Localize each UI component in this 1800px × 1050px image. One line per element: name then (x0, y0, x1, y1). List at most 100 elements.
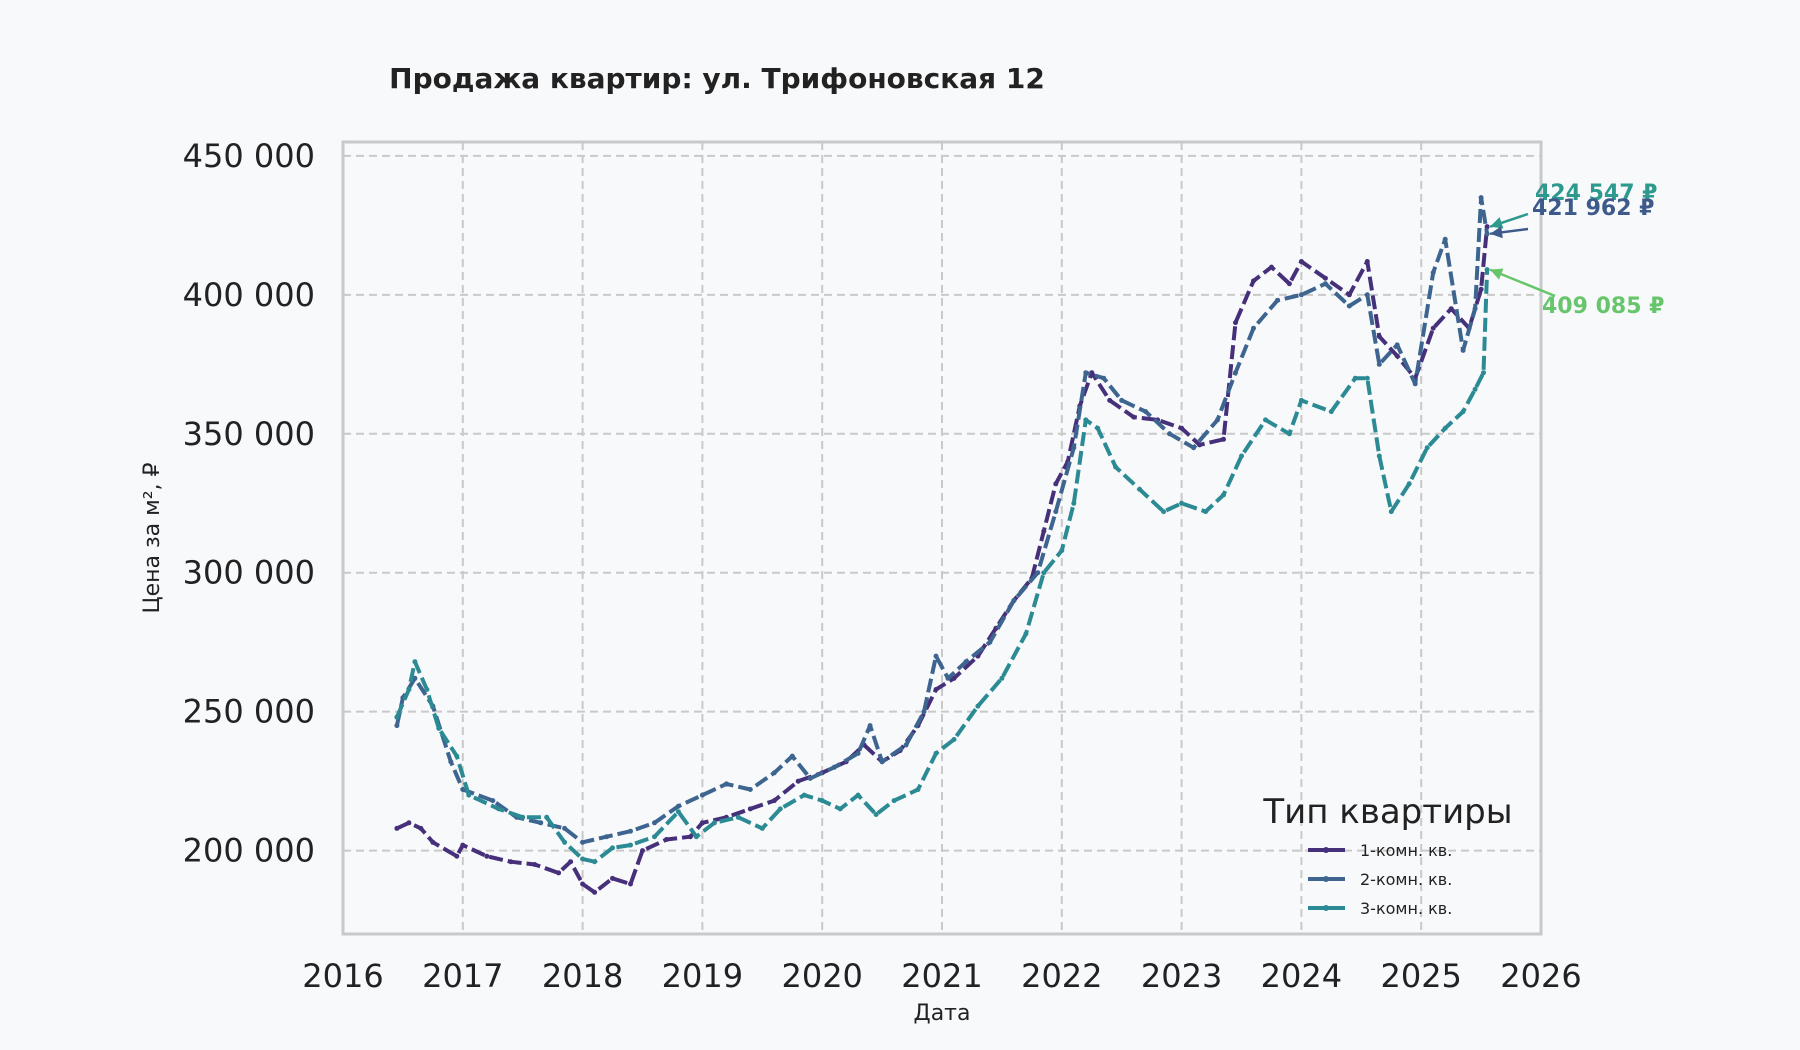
y-tick-label: 350 000 (183, 415, 315, 453)
data-point (1448, 306, 1454, 312)
data-point (1023, 631, 1029, 637)
data-point (1215, 417, 1220, 423)
x-tick-label: 2018 (542, 957, 623, 995)
data-point (945, 675, 951, 681)
data-point (675, 809, 681, 815)
data-point (562, 839, 568, 845)
data-point (1364, 292, 1370, 298)
annotation-label: 424 547 ₽ (1535, 181, 1657, 206)
data-point (987, 639, 993, 645)
data-point (915, 787, 921, 792)
y-tick-label: 450 000 (183, 137, 315, 175)
data-point (640, 848, 645, 854)
value-annotation: 409 085 ₽ (1489, 268, 1664, 319)
data-point (562, 825, 568, 831)
data-point (1251, 278, 1256, 284)
data-point (747, 806, 753, 812)
data-point (394, 723, 400, 729)
plot-area: 424 547 ₽421 962 ₽ 409 085 ₽ (341, 140, 1664, 936)
x-tick-label: 2020 (781, 957, 862, 995)
data-point (1322, 281, 1328, 287)
data-point (1406, 481, 1412, 487)
data-point (1137, 486, 1143, 492)
data-point (1364, 259, 1370, 264)
data-point (508, 859, 514, 865)
legend-item: 2-комн. кв. (1308, 870, 1452, 889)
data-point (687, 834, 693, 840)
data-point (460, 787, 466, 792)
series-line (396, 226, 1490, 895)
data-point (1394, 353, 1400, 359)
data-point (1113, 464, 1119, 470)
data-point (1053, 509, 1059, 515)
legend-label: 3-комн. кв. (1360, 899, 1452, 918)
y-tick-label: 300 000 (183, 554, 315, 592)
data-point (921, 709, 927, 715)
data-point (1472, 306, 1478, 312)
data-point (819, 798, 825, 804)
data-point (484, 853, 490, 859)
data-point (436, 725, 442, 731)
data-point (699, 820, 705, 826)
value-annotation: 424 547 ₽ (1489, 181, 1657, 229)
data-point (831, 764, 837, 770)
data-point (837, 806, 843, 812)
annotation-label: 421 962 ₽ (1532, 196, 1654, 221)
data-point (1274, 297, 1280, 303)
data-point (1484, 224, 1490, 230)
data-point (1460, 347, 1466, 353)
x-tick-label: 2016 (302, 957, 383, 995)
data-point (1298, 259, 1304, 264)
data-point (693, 834, 699, 840)
x-tick-label: 2024 (1261, 957, 1342, 995)
data-point (1071, 445, 1077, 451)
data-point (592, 889, 598, 895)
data-point (963, 659, 969, 665)
x-tick-label: 2023 (1141, 957, 1222, 995)
data-point (699, 792, 705, 798)
data-point (1481, 370, 1486, 376)
data-point (1322, 275, 1328, 281)
data-point (735, 814, 741, 820)
x-tick-label: 2022 (1021, 957, 1102, 995)
data-point (801, 792, 807, 798)
data-point (1221, 436, 1226, 442)
data-point (580, 856, 586, 862)
data-point (1478, 286, 1484, 292)
data-point (759, 825, 765, 831)
data-point (1191, 445, 1197, 451)
data-point (933, 687, 939, 692)
series-2 (394, 195, 1490, 845)
y-tick-label: 250 000 (183, 693, 315, 731)
data-point (1328, 409, 1334, 415)
data-point (855, 792, 861, 798)
data-point (1346, 303, 1352, 309)
annotation-arrowhead (1490, 226, 1503, 239)
data-point (1298, 292, 1304, 298)
data-point (1286, 281, 1292, 287)
data-point (418, 825, 424, 831)
data-point (711, 820, 717, 826)
data-point (903, 742, 909, 748)
y-axis-label: Цена за м², ₽ (140, 462, 165, 613)
data-point (592, 859, 598, 865)
data-point (891, 798, 897, 804)
data-point (568, 859, 574, 865)
data-point (1352, 375, 1358, 381)
chart-title: Продажа квартир: ул. Трифоновская 12 (389, 62, 1045, 95)
y-axis-ticks: 200 000 250 000 300 000 350 000 400 000 450 0… (183, 137, 315, 870)
data-point (771, 798, 777, 804)
legend-item: 1-комн. кв. (1308, 841, 1452, 860)
data-point (1346, 292, 1352, 298)
data-point (867, 723, 873, 729)
data-point (1011, 598, 1017, 603)
data-point (1376, 361, 1382, 367)
data-point (1035, 570, 1041, 576)
data-point (1484, 231, 1490, 237)
data-point (556, 870, 562, 876)
data-point (1107, 397, 1113, 403)
data-point (520, 814, 526, 820)
y-tick-label: 400 000 (183, 276, 315, 314)
data-point (1376, 334, 1382, 339)
